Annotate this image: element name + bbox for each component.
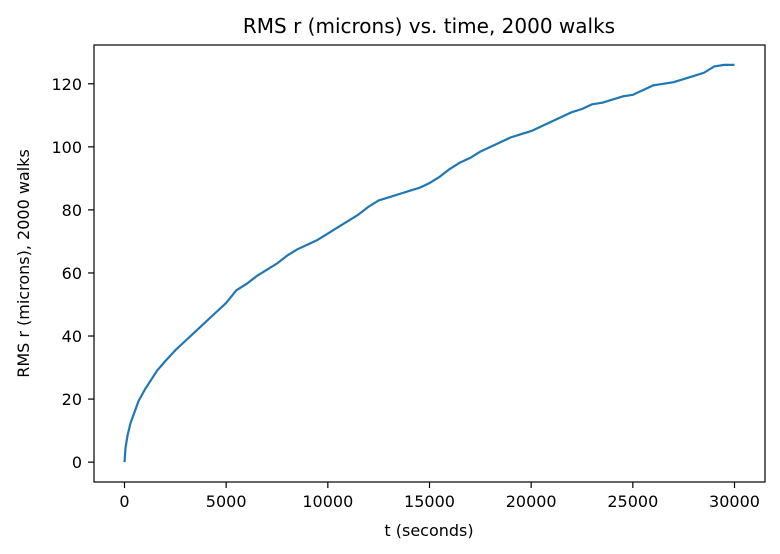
- y-tick-label: 100: [51, 138, 82, 157]
- x-tick-label: 0: [119, 492, 129, 511]
- plot-area: [123, 63, 735, 463]
- x-axis-ticks: 0 5000 10000 15000 20000 25000 30000: [119, 482, 760, 511]
- y-tick-label: 60: [62, 264, 82, 283]
- y-tick-label: 20: [62, 390, 82, 409]
- y-tick-label: 80: [62, 201, 82, 220]
- y-tick-label: 40: [62, 327, 82, 346]
- y-tick-label: 120: [51, 75, 82, 94]
- x-tick-label: 10000: [302, 492, 353, 511]
- x-tick-label: 30000: [709, 492, 760, 511]
- x-tick-label: 25000: [607, 492, 658, 511]
- axes-frame: [93, 44, 766, 483]
- x-tick-label: 5000: [206, 492, 247, 511]
- chart-title: RMS r (microns) vs. time, 2000 walks: [243, 14, 615, 38]
- x-axis-label: t (seconds): [384, 521, 473, 540]
- y-axis-ticks: 0 20 40 60 80 100 120: [51, 75, 94, 472]
- series-line-0: [123, 63, 735, 463]
- x-tick-label: 20000: [506, 492, 557, 511]
- x-tick-label: 15000: [404, 492, 455, 511]
- y-axis-label: RMS r (microns), 2000 walks: [14, 149, 33, 378]
- y-tick-label: 0: [72, 453, 82, 472]
